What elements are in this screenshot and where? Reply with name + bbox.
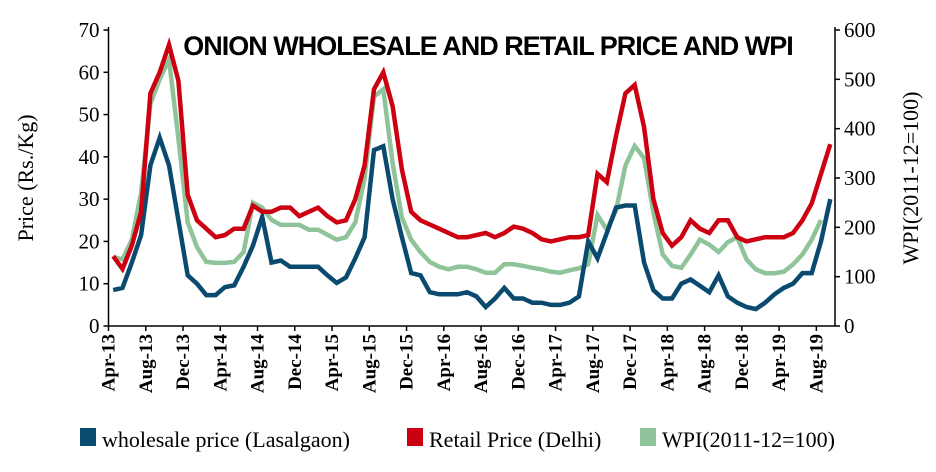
series-line-wpi-2011-12-100 (112, 51, 824, 276)
x-tick-label: Dec-13 (173, 334, 194, 390)
legend-swatch (640, 428, 656, 446)
axes: 0 10 20 30 40 50 60 70 0 100 200 300 400 500 600 Apr-13… (79, 18, 876, 393)
y-axis-title: Price (Rs./Kg) (13, 114, 38, 241)
legend-swatch (80, 428, 96, 446)
y-tick-label: 70 (79, 18, 100, 42)
x-tick-label: Apr-17 (546, 334, 567, 392)
x-tick-label: Apr-13 (99, 334, 120, 391)
y-tick-label: 20 (79, 229, 100, 253)
x-tick-label: Aug-17 (583, 334, 604, 394)
y2-tick-label: 500 (844, 67, 876, 91)
x-tick-label: Aug-16 (471, 334, 492, 393)
y2-axis-title: WPI(2011-12=100) (898, 92, 923, 265)
y-tick-label: 0 (89, 314, 100, 338)
x-tick-label: Apr-18 (657, 334, 678, 391)
y-tick-label: 10 (79, 272, 100, 296)
y2-tick-label: 100 (844, 265, 876, 289)
x-tick-label: Aug-18 (695, 334, 716, 393)
y2-tick-label: 600 (844, 18, 876, 42)
x-tick-label: Aug-15 (359, 334, 380, 393)
y2-tick-label: 300 (844, 166, 876, 190)
legend-label: wholesale price (Lasalgaon) (102, 427, 350, 452)
series-line-wholesale-price-lasalgaon (112, 130, 833, 312)
x-tick-label: Dec-14 (285, 334, 306, 390)
x-tick-label: Apr-16 (434, 334, 455, 391)
y2-tick-label: 200 (844, 215, 876, 239)
y2-tick-label: 0 (844, 314, 855, 338)
legend: wholesale price (Lasalgaon) Retail Price … (80, 427, 835, 452)
x-tick-label: Aug-13 (136, 334, 157, 393)
x-tick-label: Aug-19 (806, 334, 827, 393)
x-tick-label: Aug-14 (248, 334, 269, 394)
x-tick-label: Apr-19 (769, 334, 790, 391)
chart-title: ONION WHOLESALE AND RETAIL PRICE AND WPI (183, 31, 793, 61)
x-tick-label: Apr-15 (322, 334, 343, 391)
y-tick-label: 30 (79, 187, 100, 211)
y-tick-label: 50 (79, 103, 100, 127)
y-tick-label: 40 (79, 145, 100, 169)
x-tick-label: Dec-16 (508, 334, 529, 390)
x-tick-label: Dec-17 (620, 334, 641, 390)
y2-tick-label: 400 (844, 117, 876, 141)
x-tick-label: Apr-14 (210, 334, 231, 392)
series-line-retail-price-delhi (111, 36, 833, 274)
legend-label: Retail Price (Delhi) (429, 427, 601, 452)
x-tick-label: Dec-15 (397, 334, 418, 390)
legend-swatch (407, 428, 423, 446)
series-lines (111, 36, 833, 312)
x-tick-label: Dec-18 (732, 334, 753, 390)
y-tick-label: 60 (79, 60, 100, 84)
legend-label: WPI(2011-12=100) (662, 427, 835, 452)
